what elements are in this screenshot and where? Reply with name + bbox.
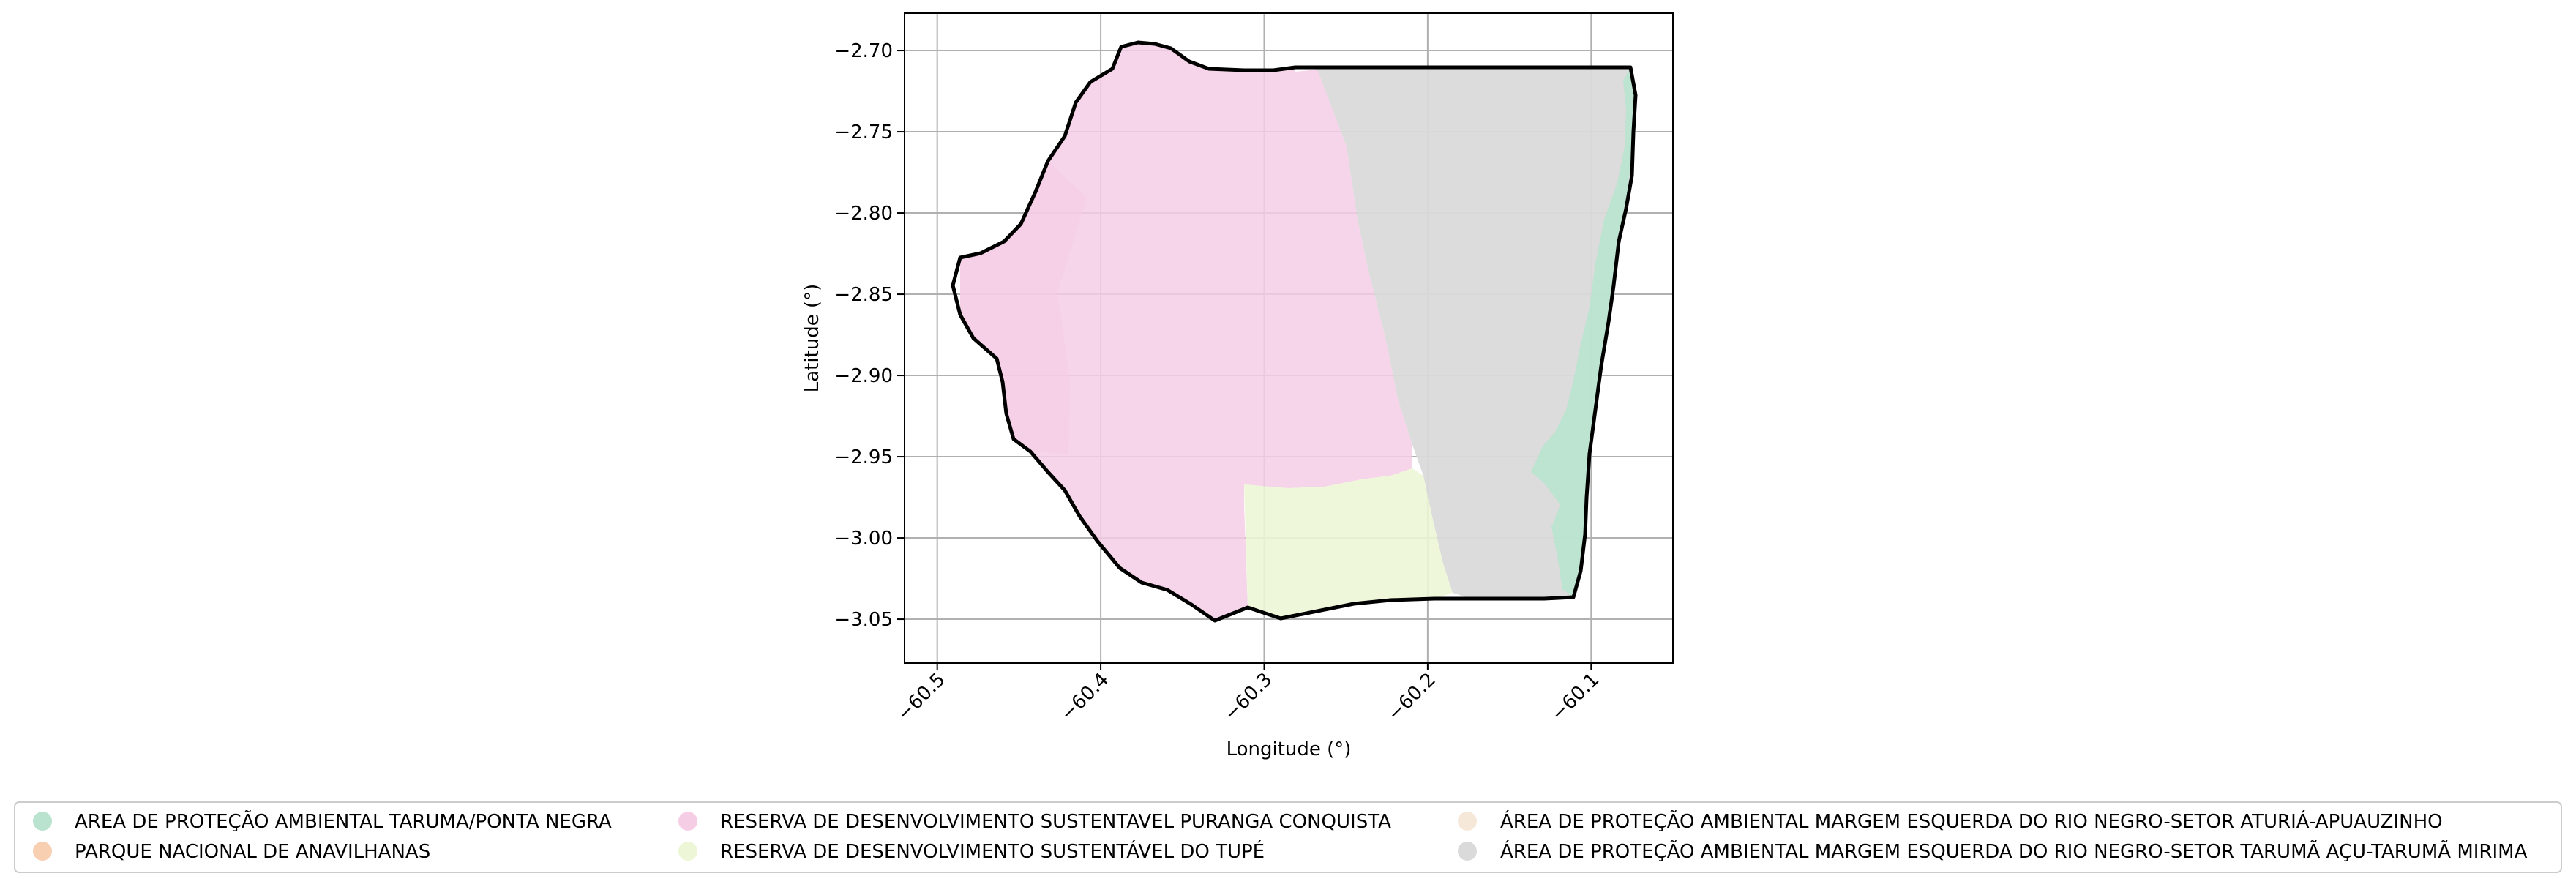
x-tick-label: −60.3 [1220, 669, 1277, 726]
legend-marker-aturia-apuauzinho [1458, 812, 1477, 831]
legend-label-taruma-ponta-negra: AREA DE PROTEÇÃO AMBIENTAL TARUMA/PONTA … [75, 809, 612, 833]
legend: AREA DE PROTEÇÃO AMBIENTAL TARUMA/PONTA … [14, 801, 2562, 873]
x-tick-label: −60.2 [1383, 669, 1440, 726]
x-tick-label: −60.1 [1547, 669, 1604, 726]
legend-frame [14, 801, 2562, 873]
y-tick-label: −3.05 [834, 609, 893, 631]
protected-areas [960, 42, 1636, 621]
area-puranga-shade [960, 161, 1087, 454]
legend-marker-puranga-conquista [678, 812, 697, 831]
legend-marker-tupe [678, 842, 697, 861]
legend-label-taruma-acu-mirim: ÁREA DE PROTEÇÃO AMBIENTAL MARGEM ESQUER… [1500, 839, 2528, 863]
legend-marker-taruma-ponta-negra [33, 812, 52, 831]
plot-frame [904, 12, 1674, 664]
x-axis-ticks: −60.5 −60.4 −60.3 −60.2 −60.1 [893, 663, 1603, 725]
legend-label-aturia-apuauzinho: ÁREA DE PROTEÇÃO AMBIENTAL MARGEM ESQUER… [1500, 809, 2443, 833]
y-tick-label: −3.00 [834, 528, 893, 550]
y-axis-title: Latitude (°) [801, 284, 823, 393]
y-tick-label: −2.95 [834, 446, 893, 468]
y-tick-label: −2.70 [834, 40, 893, 62]
y-tick-label: −2.75 [834, 121, 893, 143]
legend-label-puranga-conquista: RESERVA DE DESENVOLVIMENTO SUSTENTAVEL P… [720, 811, 1391, 833]
y-tick-label: −2.80 [834, 203, 893, 225]
x-tick-label: −60.5 [893, 669, 950, 726]
y-tick-label: −2.85 [834, 284, 893, 306]
legend-label-tupe: RESERVA DE DESENVOLVIMENTO SUSTENTÁVEL D… [720, 839, 1265, 863]
legend-label-anavilhanas: PARQUE NACIONAL DE ANAVILHANAS [75, 841, 430, 863]
area-tupe [1244, 468, 1453, 618]
x-tick-label: −60.4 [1056, 669, 1113, 726]
y-axis-ticks: −2.70 −2.75 −2.80 −2.85 −2.90 −2.95 −3.00 −3.05 [834, 40, 905, 631]
y-tick-label: −2.90 [834, 365, 893, 387]
legend-marker-anavilhanas [33, 842, 52, 861]
area-taruma-ponta-negra [1531, 67, 1636, 597]
study-area-boundary [951, 40, 1638, 623]
legend-marker-taruma-acu-mirim [1458, 842, 1477, 861]
x-axis-title: Longitude (°) [1227, 738, 1352, 760]
